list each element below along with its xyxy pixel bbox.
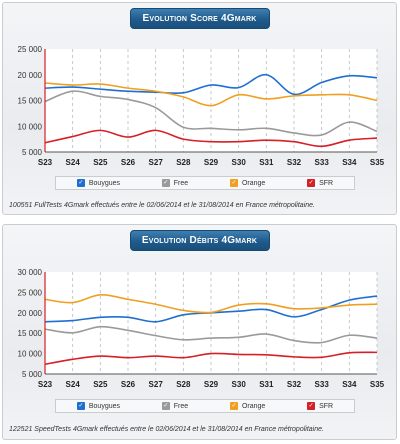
series-line-orange (44, 82, 378, 107)
x-tick-label: S26 (121, 158, 136, 167)
x-tick-label: S34 (342, 158, 357, 167)
legend-item-free[interactable]: ✓ Free (161, 402, 189, 410)
check-icon: ✓ (229, 179, 238, 187)
check-icon: ✓ (229, 402, 238, 410)
x-tick-label: S32 (287, 380, 302, 389)
check-icon: ✓ (161, 402, 170, 410)
series-line-free (44, 325, 378, 344)
x-tick-label: S25 (93, 380, 108, 389)
debits-chart-svg: 5 000 10 000 15 000 20 000 25 000 30 000 S23 S2… (18, 268, 385, 389)
x-tick-label: S26 (121, 380, 136, 389)
check-icon: ✓ (307, 402, 316, 410)
legend-item-bouygues[interactable]: ✓ Bouygues (76, 179, 121, 187)
score-chart-title: Evolution Score 4Gmark (129, 8, 270, 29)
x-tick-label: S27 (149, 158, 164, 167)
x-tick-label: S27 (149, 380, 164, 389)
legend-item-sfr[interactable]: ✓ SFR (307, 179, 333, 187)
y-tick-label: 5 000 (22, 370, 43, 379)
legend-item-sfr[interactable]: ✓ SFR (307, 402, 333, 410)
x-tick-label: S29 (204, 158, 219, 167)
x-tick-label: S30 (232, 380, 247, 389)
x-tick-label: S28 (176, 158, 191, 167)
y-tick-label: 10 000 (18, 122, 43, 131)
y-tick-label: 5 000 (22, 148, 43, 157)
x-tick-label: S32 (287, 158, 302, 167)
score-chart-panel: Evolution Score 4Gmark 5 000 10 000 15 000… (2, 2, 397, 215)
check-icon: ✓ (161, 179, 170, 187)
legend-item-free[interactable]: ✓ Free (161, 179, 189, 187)
debits-chart-legend: ✓ Bouygues ✓ Free ✓ Orange ✓ SFR (55, 399, 355, 413)
legend-item-bouygues[interactable]: ✓ Bouygues (76, 402, 121, 410)
x-tick-label: S31 (259, 158, 274, 167)
y-tick-label: 15 000 (18, 329, 43, 338)
x-tick-label: S25 (93, 158, 108, 167)
check-icon: ✓ (76, 402, 85, 410)
x-tick-label: S24 (66, 380, 81, 389)
series-line-sfr (44, 129, 378, 148)
y-tick-label: 10 000 (18, 350, 43, 359)
plot-area (45, 49, 377, 152)
x-tick-label: S35 (370, 158, 385, 167)
legend-item-orange[interactable]: ✓ Orange (229, 179, 266, 187)
x-tick-label: S34 (342, 380, 357, 389)
y-tick-label: 25 000 (18, 288, 43, 297)
x-tick-label: S28 (176, 380, 191, 389)
legend-label: SFR (319, 179, 334, 187)
series-line-sfr (44, 351, 378, 365)
debits-chart-panel: Evolution Débits 4Gmark 5 000 10 000 15 00… (2, 224, 397, 440)
y-tick-label: 15 000 (18, 97, 43, 106)
x-tick-label: S33 (315, 380, 330, 389)
debits-chart-title: Evolution Débits 4Gmark (129, 230, 270, 251)
y-tick-label: 25 000 (18, 45, 43, 54)
x-tick-label: S35 (370, 380, 385, 389)
score-chart-footnote: 100551 FullTests 4Gmark effectués entre … (9, 202, 315, 209)
x-tick-label: S23 (38, 380, 53, 389)
debits-chart-footnote: 122521 SpeedTests 4Gmark effectués entre… (9, 426, 324, 433)
y-tick-label: 30 000 (18, 268, 43, 277)
legend-label: Orange (241, 402, 266, 410)
y-tick-label: 20 000 (18, 309, 43, 318)
y-tick-label: 20 000 (18, 71, 43, 80)
legend-label: SFR (319, 402, 334, 410)
legend-label: Free (173, 402, 189, 410)
x-tick-label: S33 (315, 158, 330, 167)
check-icon: ✓ (307, 179, 316, 187)
series-line-bouygues (44, 73, 378, 96)
legend-label: Bouygues (88, 179, 121, 187)
score-chart-svg: 5 000 10 000 15 000 20 000 25 000 S23 S24 S25 S2… (18, 45, 385, 167)
series-line-orange (44, 294, 378, 314)
check-icon: ✓ (76, 179, 85, 187)
legend-label: Orange (241, 179, 266, 187)
x-tick-label: S30 (232, 158, 247, 167)
legend-label: Free (173, 179, 189, 187)
legend-label: Bouygues (88, 402, 121, 410)
series-line-free (44, 90, 378, 137)
x-tick-label: S23 (38, 158, 53, 167)
score-chart-legend: ✓ Bouygues ✓ Free ✓ Orange ✓ SFR (55, 176, 355, 190)
x-tick-label: S29 (204, 380, 219, 389)
x-tick-label: S24 (66, 158, 81, 167)
x-tick-label: S31 (259, 380, 274, 389)
legend-item-orange[interactable]: ✓ Orange (229, 402, 266, 410)
